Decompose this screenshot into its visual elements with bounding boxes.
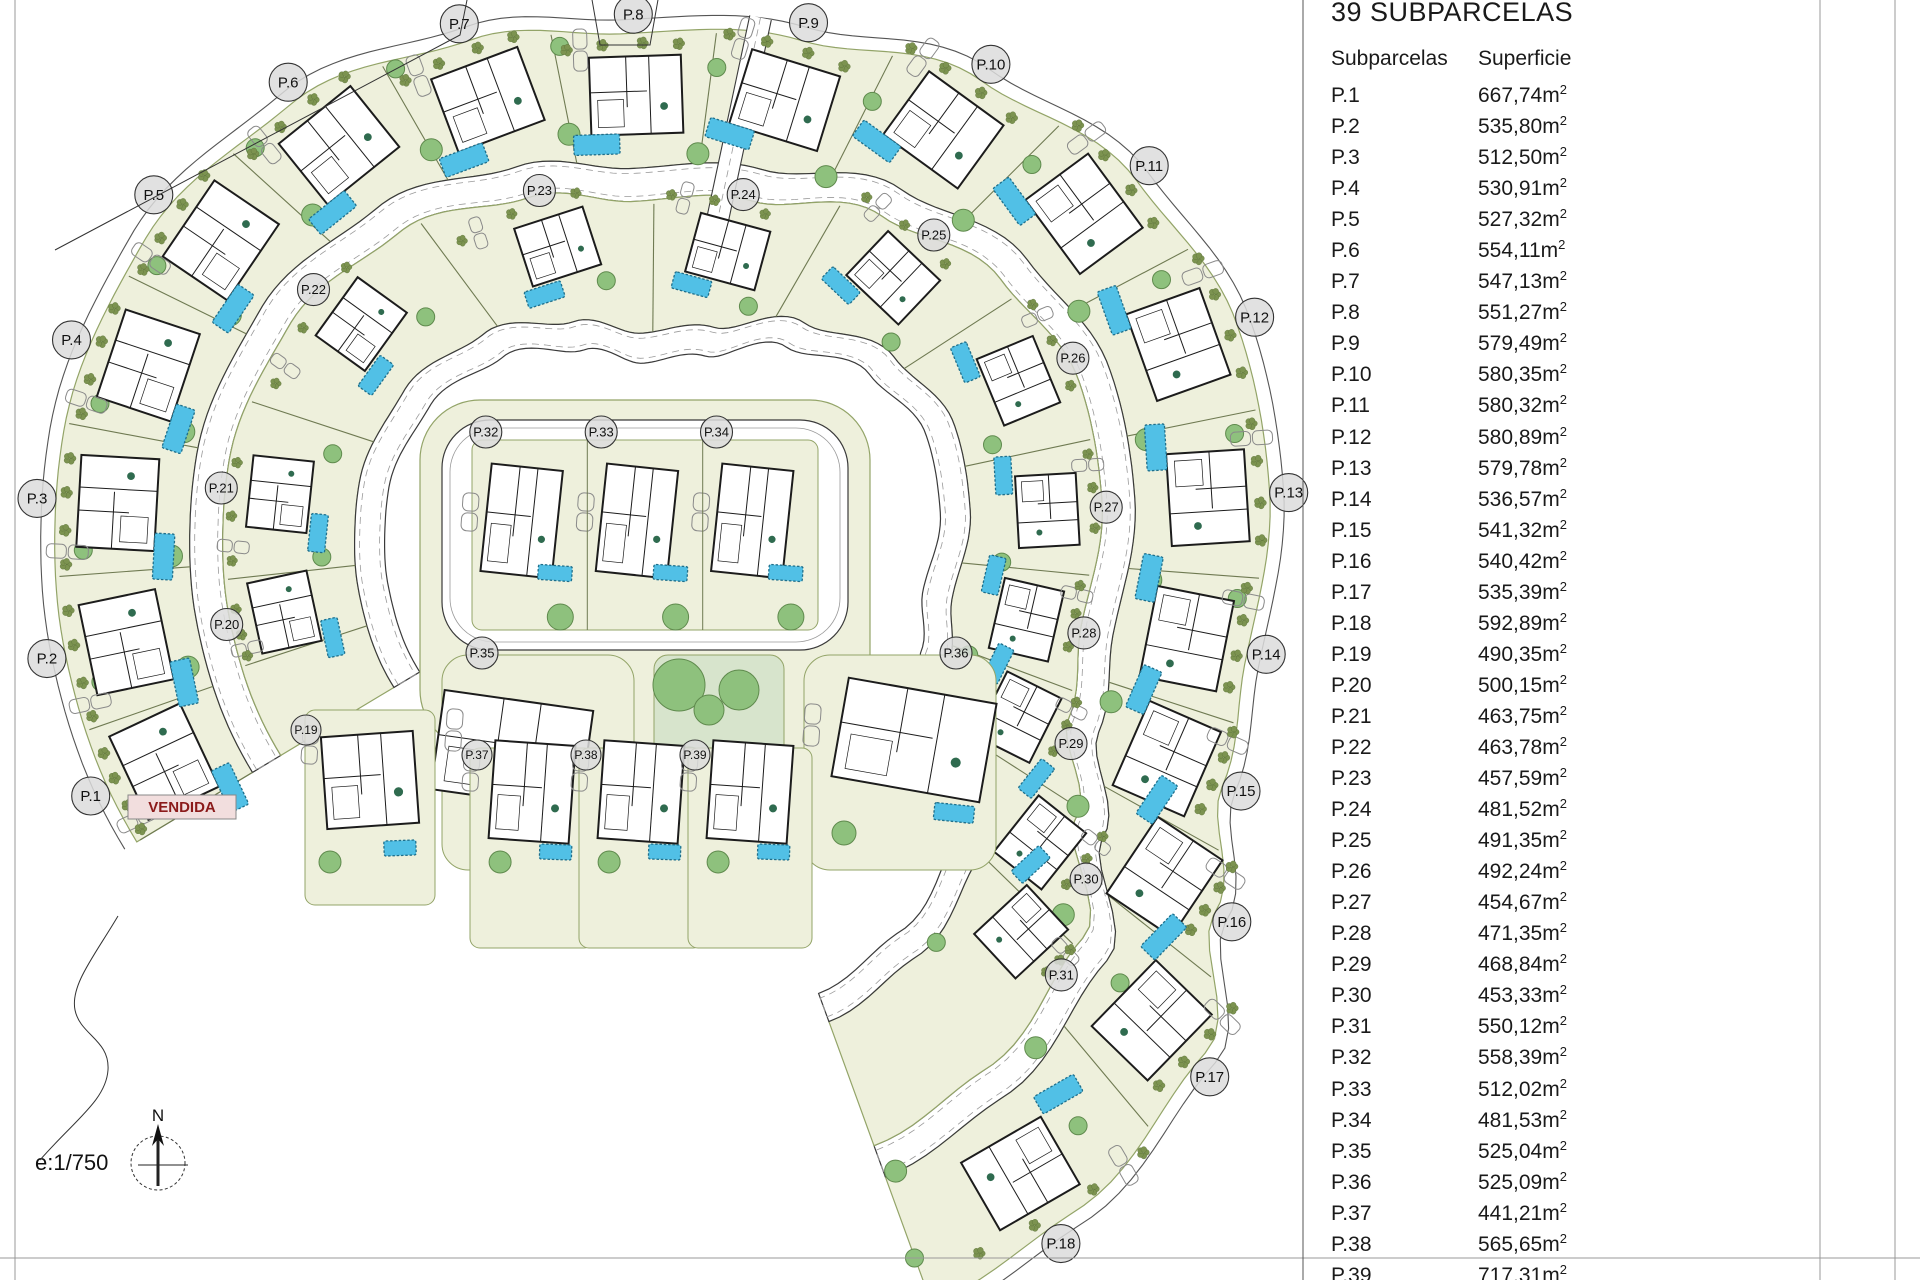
svg-text:P.16: P.16 bbox=[1217, 914, 1246, 931]
svg-text:P.1: P.1 bbox=[80, 788, 101, 805]
svg-text:P.27: P.27 bbox=[1094, 500, 1119, 515]
svg-text:P.39: P.39 bbox=[683, 748, 706, 762]
svg-text:P.21: P.21 bbox=[209, 481, 234, 496]
svg-text:P.31: P.31 bbox=[1049, 967, 1074, 982]
svg-text:P.36: P.36 bbox=[943, 645, 968, 660]
svg-text:P.24: P.24 bbox=[731, 187, 756, 202]
svg-text:P.22: P.22 bbox=[301, 282, 326, 297]
svg-text:P.4: P.4 bbox=[61, 332, 82, 349]
svg-text:P.13: P.13 bbox=[1274, 485, 1303, 502]
svg-text:P.7: P.7 bbox=[449, 16, 470, 33]
svg-text:P.2: P.2 bbox=[37, 651, 58, 668]
svg-text:P.29: P.29 bbox=[1058, 736, 1083, 751]
svg-text:VENDIDA: VENDIDA bbox=[148, 799, 216, 816]
svg-text:P.37: P.37 bbox=[465, 748, 488, 762]
svg-text:P.18: P.18 bbox=[1046, 1236, 1075, 1253]
svg-text:P.6: P.6 bbox=[278, 74, 299, 91]
svg-text:P.10: P.10 bbox=[976, 56, 1005, 73]
svg-text:P.35: P.35 bbox=[469, 645, 494, 660]
svg-text:P.15: P.15 bbox=[1227, 783, 1256, 800]
svg-text:P.30: P.30 bbox=[1074, 872, 1099, 887]
svg-text:P.32: P.32 bbox=[473, 424, 498, 439]
svg-text:P.12: P.12 bbox=[1240, 309, 1269, 326]
svg-text:P.26: P.26 bbox=[1060, 351, 1085, 366]
svg-text:P.8: P.8 bbox=[623, 6, 644, 23]
svg-text:N: N bbox=[152, 1106, 164, 1125]
svg-text:P.23: P.23 bbox=[527, 183, 552, 198]
svg-text:P.19: P.19 bbox=[294, 723, 317, 737]
svg-text:P.14: P.14 bbox=[1252, 646, 1281, 663]
svg-text:P.11: P.11 bbox=[1135, 158, 1163, 175]
svg-text:P.20: P.20 bbox=[214, 617, 239, 632]
svg-text:P.17: P.17 bbox=[1195, 1069, 1224, 1086]
svg-text:P.25: P.25 bbox=[921, 227, 946, 242]
svg-text:P.34: P.34 bbox=[704, 424, 729, 439]
svg-text:P.38: P.38 bbox=[574, 748, 597, 762]
svg-text:P.33: P.33 bbox=[589, 424, 614, 439]
svg-text:P.3: P.3 bbox=[27, 491, 48, 508]
svg-text:P.9: P.9 bbox=[798, 15, 819, 32]
svg-text:P.28: P.28 bbox=[1071, 625, 1096, 640]
